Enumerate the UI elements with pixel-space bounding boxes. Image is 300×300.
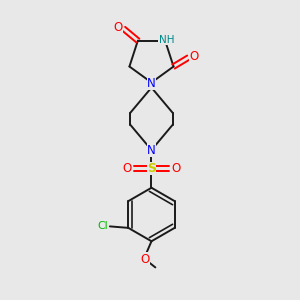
Text: Cl: Cl <box>98 221 108 231</box>
Text: NH: NH <box>159 35 174 45</box>
Text: N: N <box>147 77 156 90</box>
Text: O: O <box>189 50 198 63</box>
Text: N: N <box>147 143 156 157</box>
Text: O: O <box>171 162 181 175</box>
Text: O: O <box>141 253 150 266</box>
Text: O: O <box>114 21 123 34</box>
Text: O: O <box>122 162 132 175</box>
Text: S: S <box>147 162 156 175</box>
